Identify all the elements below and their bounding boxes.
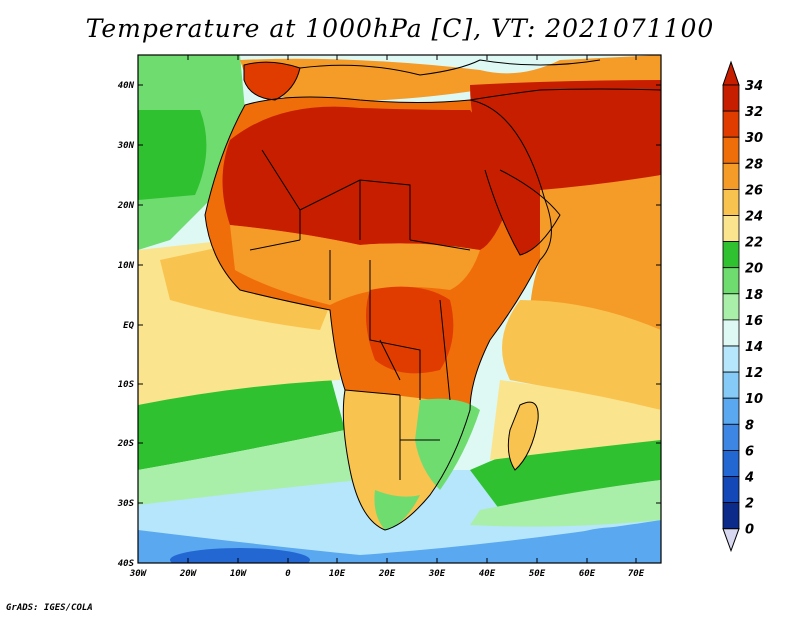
lon-label: 10W bbox=[230, 569, 248, 579]
field-cape-green bbox=[374, 490, 420, 530]
colorbar-swatch bbox=[722, 319, 740, 347]
lat-label: 20S bbox=[117, 439, 135, 449]
colorbar-label: 4 bbox=[744, 471, 754, 486]
colorbar-swatch bbox=[722, 84, 740, 112]
lon-label: 70E bbox=[628, 569, 645, 579]
country-borders bbox=[204, 59, 661, 531]
field-arabia-red bbox=[470, 80, 661, 255]
lon-label: 50E bbox=[529, 569, 546, 579]
field-sahara-red bbox=[222, 106, 520, 250]
coast-iberia bbox=[243, 61, 301, 101]
lat-label: 40N bbox=[118, 81, 135, 91]
colorbar-label: 2 bbox=[745, 497, 754, 512]
colorbar-label: 12 bbox=[745, 366, 763, 381]
field-sahel bbox=[230, 225, 480, 305]
colorbar-label: 14 bbox=[745, 340, 763, 355]
colorbar-label: 22 bbox=[745, 236, 763, 251]
colorbar-label: 30 bbox=[745, 131, 763, 146]
colorbar-label: 0 bbox=[745, 523, 754, 538]
colorbar-swatch bbox=[722, 136, 740, 164]
colorbar-swatch bbox=[722, 476, 740, 504]
colorbar-swatch bbox=[722, 449, 740, 477]
lat-label: 40S bbox=[118, 559, 135, 569]
lat-axis: 40N 30N 20N 10N EQ 10S 20S 30S 40S bbox=[117, 81, 661, 569]
colorbar-swatch bbox=[722, 345, 740, 373]
temperature-field bbox=[138, 55, 661, 563]
field-iberia bbox=[244, 62, 300, 100]
field-ind-lorange bbox=[502, 300, 661, 410]
coast-arabia bbox=[469, 88, 661, 256]
colorbar-label: 24 bbox=[745, 210, 763, 225]
colorbar-swatch bbox=[722, 215, 740, 243]
coast-madagascar bbox=[507, 401, 539, 471]
colorbar-swatch bbox=[722, 110, 740, 138]
colorbar-swatch bbox=[722, 188, 740, 216]
lon-label: 10E bbox=[329, 569, 346, 579]
map-frame bbox=[137, 54, 662, 564]
lat-label: 10S bbox=[118, 380, 135, 390]
grads-credit: GrADS: IGES/COLA bbox=[6, 603, 93, 613]
colorbar-swatch bbox=[722, 502, 740, 530]
colorbar-bottom-arrow bbox=[722, 528, 740, 553]
colorbar-label: 20 bbox=[745, 262, 763, 277]
field-ind-lgreen bbox=[470, 480, 661, 527]
colorbar-top-arrow bbox=[722, 60, 740, 86]
field-south-green bbox=[415, 398, 480, 490]
colorbar-label: 6 bbox=[745, 444, 754, 459]
colorbar-label: 10 bbox=[745, 392, 763, 407]
colorbar-swatch bbox=[722, 397, 740, 425]
lon-label: 30W bbox=[129, 569, 148, 579]
map-title: Temperature at 1000hPa [C], VT: 20210711… bbox=[85, 14, 715, 43]
colorbar-label: 16 bbox=[745, 314, 763, 329]
colorbar-label: 32 bbox=[745, 105, 763, 120]
field-central-hot bbox=[366, 286, 454, 374]
colorbar-label: 26 bbox=[745, 183, 763, 198]
lat-label: 20N bbox=[117, 201, 135, 211]
field-deep-blue-2 bbox=[565, 527, 661, 563]
field-atl-lgreen bbox=[138, 430, 360, 505]
colorbar-swatch bbox=[722, 267, 740, 295]
lon-label: 20W bbox=[179, 569, 198, 579]
colorbar-swatch bbox=[722, 162, 740, 190]
lon-label: 30E bbox=[428, 569, 446, 579]
lon-axis: 30W 20W 10W 0 10E 20E 30E 40E 50E 60E 70… bbox=[129, 55, 645, 579]
lon-label: 40E bbox=[479, 569, 496, 579]
field-madagascar bbox=[508, 402, 539, 470]
colorbar-label: 28 bbox=[745, 157, 763, 172]
lat-label: 10N bbox=[118, 261, 135, 271]
lon-label: 60E bbox=[579, 569, 596, 579]
coast-africa bbox=[204, 96, 552, 531]
colorbar-label: 8 bbox=[745, 418, 754, 433]
colorbar-label: 18 bbox=[745, 288, 763, 303]
coast-europe bbox=[299, 59, 601, 76]
field-deep-blue bbox=[170, 548, 310, 563]
lat-label: 30S bbox=[117, 499, 135, 509]
field-nw-dgreen bbox=[138, 110, 207, 200]
border-lines bbox=[249, 149, 471, 480]
lon-label: 0 bbox=[285, 569, 291, 579]
colorbar-label: 34 bbox=[745, 79, 763, 94]
colorbar-swatch bbox=[722, 423, 740, 451]
lat-label: 30N bbox=[117, 141, 135, 151]
lon-label: 20E bbox=[378, 569, 396, 579]
colorbar-swatch bbox=[722, 371, 740, 399]
colorbar-swatch bbox=[722, 241, 740, 269]
lat-label: EQ bbox=[123, 321, 134, 331]
field-atl-green bbox=[138, 375, 345, 470]
colorbar-swatch bbox=[722, 293, 740, 321]
